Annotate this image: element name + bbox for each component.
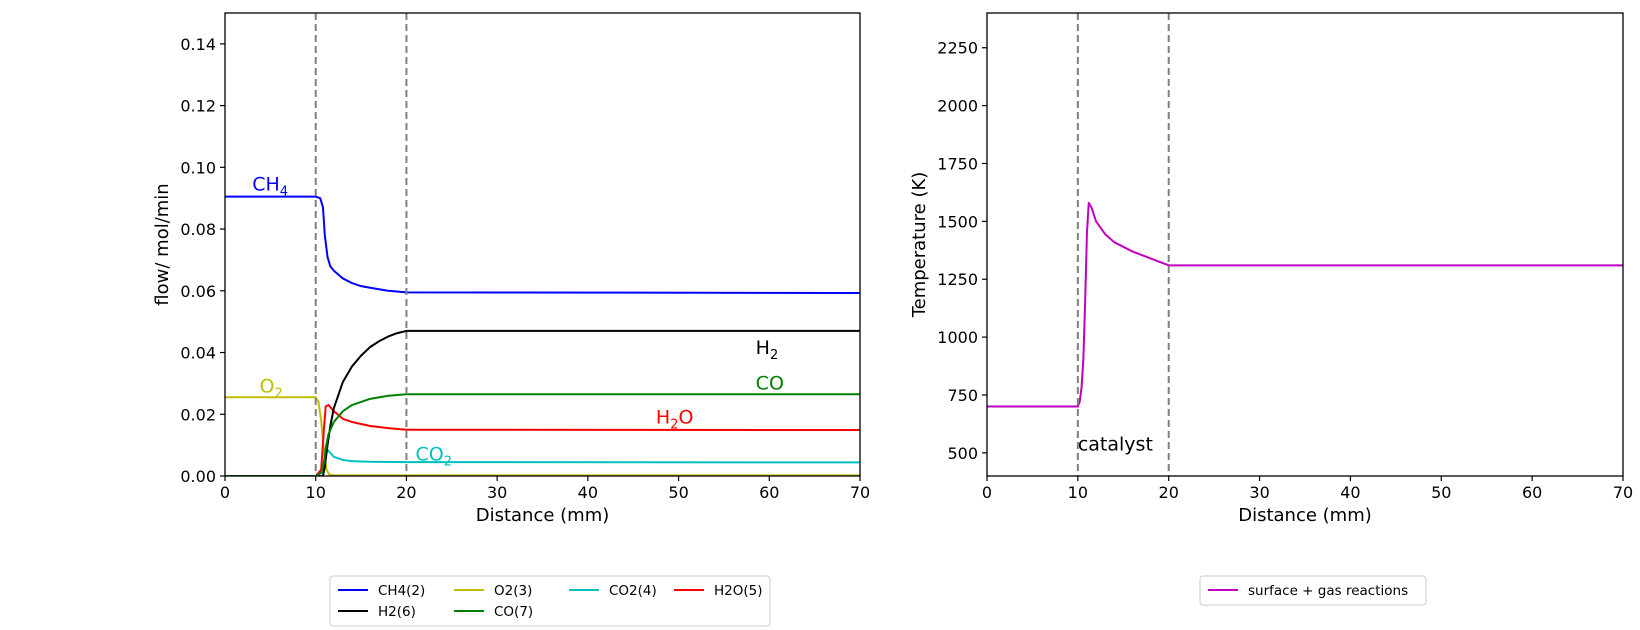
legend-label-0: surface + gas reactions [1248, 583, 1408, 599]
x-axis-label: Distance (mm) [476, 505, 610, 526]
y-axis-label: Temperature (K) [909, 172, 930, 319]
y-axis-label: flow/ mol/min [152, 183, 173, 305]
y-tick-label: 2250 [937, 39, 978, 58]
legend-label-3: H2O(5) [714, 583, 763, 599]
annotation-label-4: H2O [656, 407, 694, 433]
annotation-text: CH [252, 173, 280, 195]
axes-frame [225, 13, 860, 476]
x-tick-label: 50 [668, 483, 688, 502]
annotation-label-0: catalyst [1078, 434, 1153, 456]
y-tick-label: 0.04 [180, 344, 216, 363]
y-tick-label: 1500 [937, 212, 978, 231]
legend: CH4(2) O2(3) CO2(4) H2O(5) H2(6) CO(7) [330, 576, 770, 626]
legend-label-5: CO(7) [494, 604, 533, 620]
annotation-text-tail: O [678, 407, 693, 429]
legend-label-0: CH4(2) [378, 583, 425, 599]
x-tick-label: 0 [982, 483, 992, 502]
y-tick-label: 0.00 [180, 467, 216, 486]
annotation-text: catalyst [1078, 434, 1153, 456]
chart-panel-1: 0 10 20 30 40 50 60 70 500 750 1000 1250 1500 1750 200… [909, 13, 1633, 605]
x-tick-label: 30 [1249, 483, 1269, 502]
y-tick-label: 2000 [937, 97, 978, 116]
y-tick-label: 500 [947, 444, 978, 463]
legend-label-1: O2(3) [494, 583, 532, 599]
annotation-text: H [756, 337, 770, 359]
annotation-label-5: CO2 [416, 444, 453, 470]
x-tick-label: 10 [306, 483, 326, 502]
annotation-subscript: 2 [274, 387, 282, 402]
axes-frame [987, 13, 1623, 476]
annotation-text: O [259, 376, 274, 398]
annotation-subscript: 2 [444, 455, 452, 470]
annotation-label-3: CO [756, 373, 784, 395]
annotation-label-2: H2 [756, 337, 779, 363]
y-tick-label: 1250 [937, 270, 978, 289]
y-tick-label: 750 [947, 386, 978, 405]
x-tick-label: 40 [578, 483, 598, 502]
x-tick-label: 50 [1431, 483, 1451, 502]
y-tick-label: 1750 [937, 154, 978, 173]
x-tick-label: 30 [487, 483, 507, 502]
y-tick-label: 1000 [937, 328, 978, 347]
x-tick-label: 70 [850, 483, 870, 502]
x-tick-label: 70 [1613, 483, 1633, 502]
x-tick-label: 20 [1159, 483, 1179, 502]
y-tick-label: 0.14 [180, 35, 216, 54]
annotation-text: CO [416, 444, 444, 466]
x-tick-label: 60 [759, 483, 779, 502]
y-tick-label: 0.06 [180, 282, 216, 301]
x-tick-label: 10 [1068, 483, 1088, 502]
x-tick-label: 20 [396, 483, 416, 502]
series-line-0 [987, 203, 1623, 407]
chart-panel-0: 0 10 20 30 40 50 60 70 0.00 0.02 0.04 0.06 0.08 0.10 0… [152, 13, 870, 626]
annotation-text: H [656, 407, 670, 429]
y-tick-label: 0.08 [180, 220, 216, 239]
x-tick-label: 60 [1522, 483, 1542, 502]
series-line-0 [225, 197, 860, 293]
x-axis-label: Distance (mm) [1238, 505, 1372, 526]
legend: surface + gas reactions [1200, 576, 1426, 605]
annotation-subscript: 2 [670, 418, 678, 433]
y-tick-label: 0.02 [180, 405, 216, 424]
legend-label-4: H2(6) [378, 604, 416, 620]
x-tick-label: 40 [1340, 483, 1360, 502]
series-line-1 [225, 397, 860, 475]
y-tick-label: 0.10 [180, 158, 216, 177]
series-line-5 [225, 394, 860, 476]
x-tick-label: 0 [220, 483, 230, 502]
y-tick-label: 0.12 [180, 97, 216, 116]
annotation-subscript: 2 [770, 348, 778, 363]
annotation-subscript: 4 [280, 184, 288, 199]
legend-label-2: CO2(4) [609, 583, 657, 599]
annotation-text: CO [756, 373, 784, 395]
annotation-label-0: CH4 [252, 173, 288, 199]
